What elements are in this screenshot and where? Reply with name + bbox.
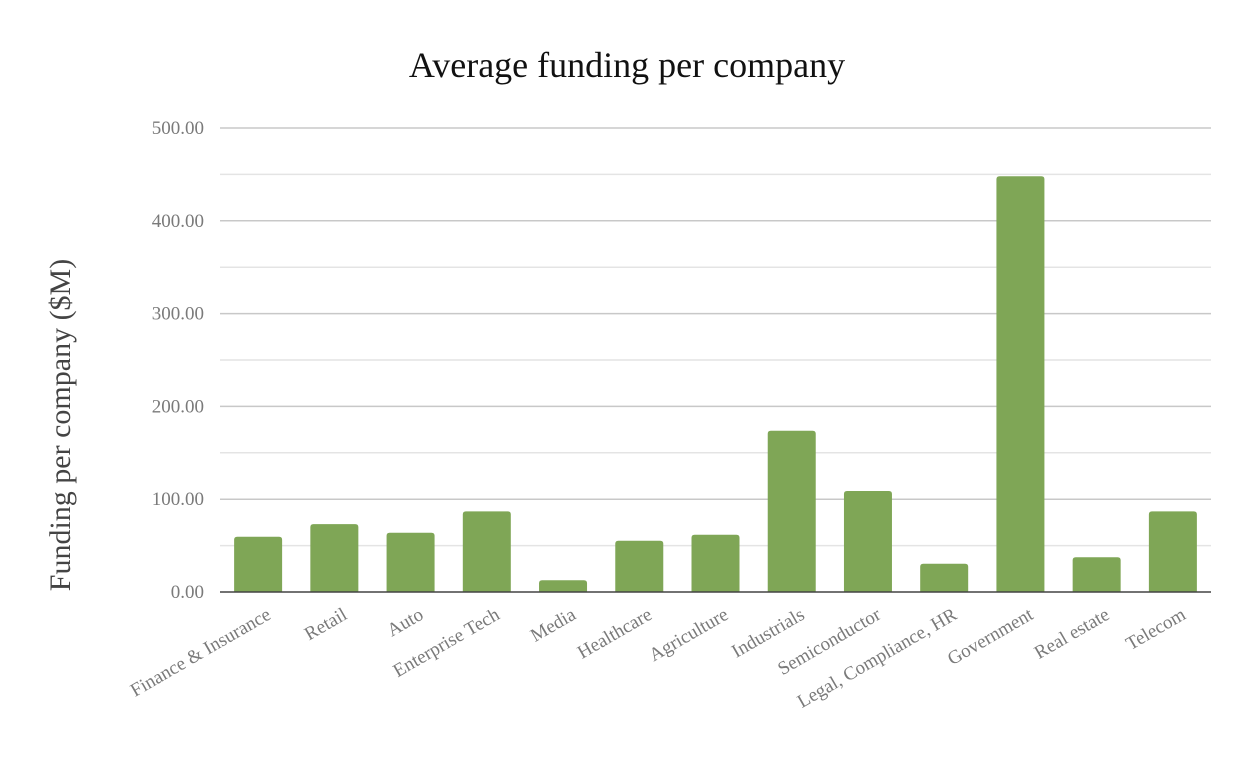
y-axis-label: Funding per company ($M): [44, 259, 77, 591]
chart-title: Average funding per company: [409, 45, 845, 85]
bar: [920, 563, 969, 592]
bar: [462, 511, 511, 592]
bar: [691, 534, 740, 592]
category-label: Real estate: [1031, 604, 1113, 664]
bar: [1148, 511, 1197, 592]
y-tick-label: 400.00: [152, 211, 204, 232]
bar: [615, 540, 664, 592]
bars: [234, 176, 1197, 593]
category-label: Media: [527, 604, 580, 647]
category-label: Healthcare: [574, 604, 656, 663]
bar: [386, 532, 435, 592]
gridlines: [220, 127, 1211, 547]
y-tick-label: 300.00: [152, 304, 204, 325]
bar: [234, 536, 283, 592]
bar: [310, 524, 359, 592]
category-label: Government: [944, 604, 1037, 670]
category-label: Retail: [301, 604, 351, 645]
y-tick-label: 100.00: [152, 489, 204, 510]
category-label: Agriculture: [646, 604, 732, 666]
y-tick-label: 0.00: [171, 582, 204, 603]
y-tick-label: 200.00: [152, 396, 204, 417]
bar: [539, 580, 588, 592]
category-labels: Finance & Insurance Retail AutoEnterprise …: [127, 604, 1190, 713]
y-tick-label: 500.00: [152, 118, 204, 139]
category-label: Telecom: [1122, 604, 1189, 655]
category-label: Finance & Insurance: [127, 604, 275, 701]
y-tick-labels: 0.00 100.00 200.00 300.00 400.00 500.00: [152, 118, 204, 603]
bar: [996, 176, 1045, 593]
bar: [767, 430, 816, 592]
category-label: Auto: [384, 604, 427, 641]
bar: [1072, 557, 1121, 592]
bar: [843, 491, 892, 592]
